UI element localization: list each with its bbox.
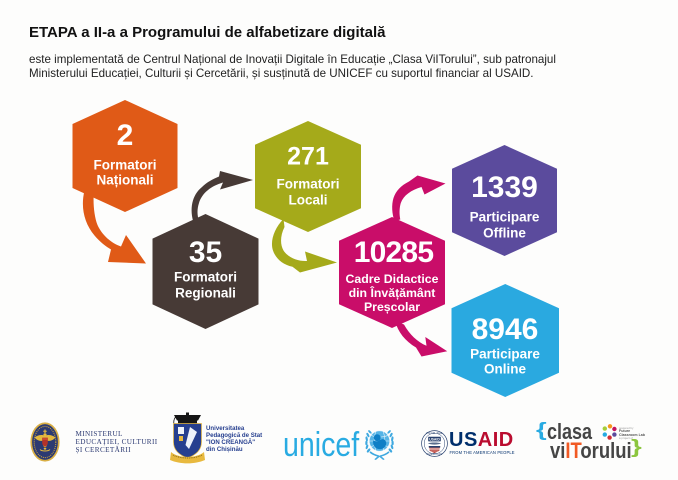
svg-text:FROM THE: FROM THE xyxy=(427,431,443,435)
svg-text:USAID: USAID xyxy=(429,438,440,442)
svg-text:AMERICAN: AMERICAN xyxy=(426,452,442,456)
